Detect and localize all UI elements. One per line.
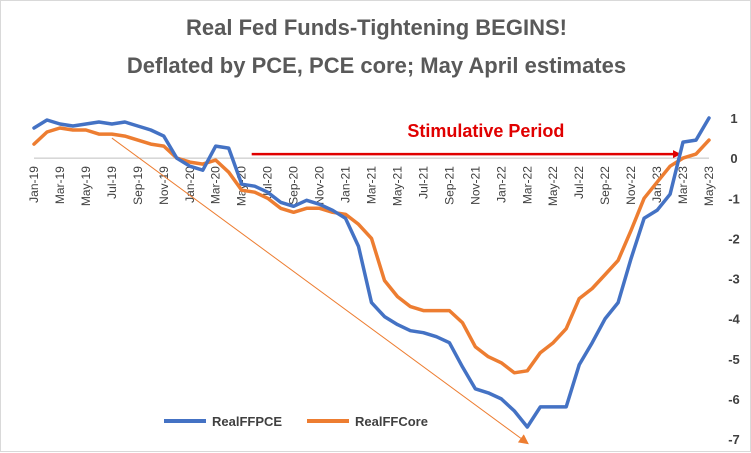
x-tick-label: Jan-22 — [494, 166, 508, 203]
x-tick-label: Sep-19 — [131, 166, 145, 205]
legend-label: RealFFCore — [355, 414, 428, 429]
trend-arrow — [111, 137, 529, 445]
y-tick-label: -1 — [728, 191, 740, 206]
x-tick-label: Sep-21 — [442, 166, 456, 205]
x-tick-label: Jan-21 — [339, 166, 353, 203]
legend-label: RealFFPCE — [212, 414, 282, 429]
y-tick-label: -2 — [728, 231, 740, 246]
x-tick-label: Jul-19 — [105, 166, 119, 199]
x-tick-label: Mar-22 — [520, 166, 534, 204]
x-tick-label: Nov-22 — [624, 166, 638, 205]
x-tick-label: Nov-21 — [468, 166, 482, 205]
y-tick-label: -6 — [728, 392, 740, 407]
x-tick-label: May-23 — [702, 166, 716, 206]
annotation-label: Stimulative Period — [407, 121, 564, 141]
x-tick-label: Nov-20 — [313, 166, 327, 205]
x-tick-label: Jul-22 — [572, 166, 586, 199]
x-tick-label: Sep-22 — [598, 166, 612, 205]
chart-subtitle: Deflated by PCE, PCE core; May April est… — [126, 53, 627, 78]
x-tick-label: Mar-21 — [365, 166, 379, 204]
x-tick-label: May-22 — [546, 166, 560, 206]
x-tick-label: Mar-19 — [53, 166, 67, 204]
x-tick-label: Jan-20 — [183, 166, 197, 203]
x-tick-label: Nov-19 — [157, 166, 171, 205]
y-tick-label: -3 — [728, 272, 740, 287]
y-tick-label: 0 — [730, 151, 737, 166]
y-tick-label: 1 — [730, 111, 737, 126]
x-tick-label: May-21 — [390, 166, 404, 206]
y-tick-label: -5 — [728, 352, 740, 367]
x-tick-label: Sep-20 — [287, 166, 301, 205]
chart-title: Real Fed Funds-Tightening BEGINS! — [186, 15, 567, 40]
series-line-RealFFPCE — [32, 116, 711, 429]
y-tick-label: -7 — [728, 432, 740, 447]
x-tick-label: Mar-23 — [676, 166, 690, 204]
y-tick-label: -4 — [728, 312, 740, 327]
x-tick-label: Jan-19 — [27, 166, 41, 203]
x-tick-label: Mar-20 — [209, 166, 223, 204]
x-tick-label: Jul-21 — [416, 166, 430, 199]
series-line-RealFFCore — [32, 126, 711, 375]
x-tick-label: May-19 — [79, 166, 93, 206]
